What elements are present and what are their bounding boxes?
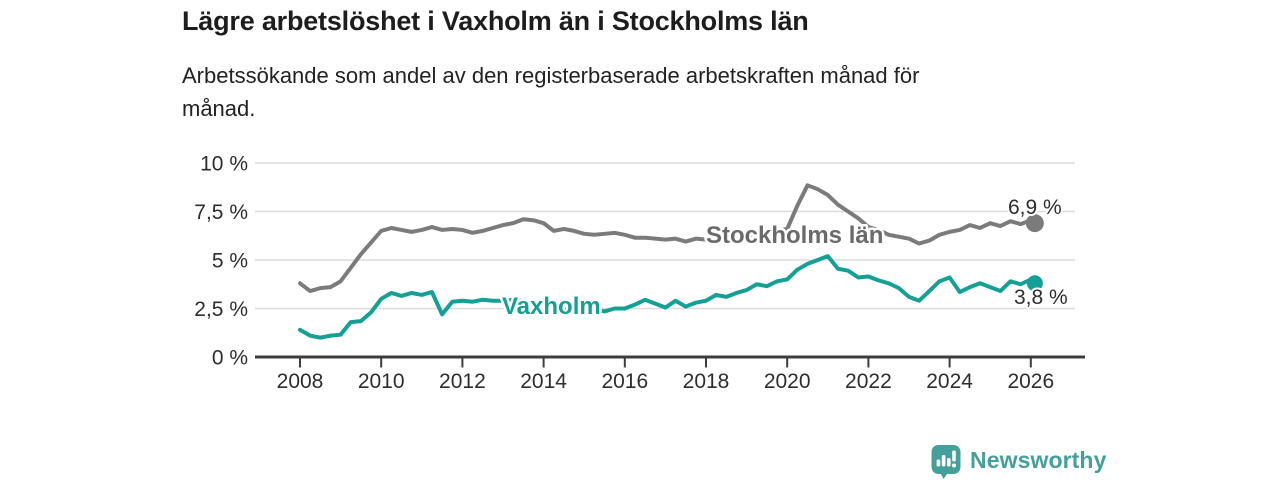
series-end-value-label: 3,8 %: [1014, 286, 1068, 309]
series-line-vaxholm: [298, 254, 1037, 340]
series-end-value-label: 6,9 %: [1008, 196, 1062, 219]
x-axis-tick-label: 2010: [358, 370, 405, 393]
y-axis-tick-label: 5 %: [212, 250, 248, 273]
x-axis-tick-label: 2008: [277, 370, 324, 393]
x-axis-tick-label: 2024: [926, 370, 973, 393]
newsworthy-brand-name: Newsworthy: [970, 446, 1107, 473]
x-axis-tick-label: 2018: [683, 370, 730, 393]
y-axis-tick-label: 10 %: [200, 153, 248, 176]
y-axis-tick-label: 2,5 %: [194, 298, 248, 321]
x-axis-tick-label: 2022: [845, 370, 892, 393]
newsworthy-brand: Newsworthy: [931, 444, 1106, 480]
series-line-stockholms-l-n: [298, 183, 1037, 294]
chart-subtitle: Arbetssökande som andel av den registerb…: [182, 63, 920, 121]
newsworthy-logo-icon: [931, 445, 961, 479]
series-end-dot: [1025, 214, 1044, 233]
y-axis-tick-label: 7,5 %: [194, 201, 248, 224]
series-label: Stockholms län: [706, 222, 883, 249]
x-axis-tick-label: 2012: [439, 370, 486, 393]
y-axis-tick-label: 0 %: [212, 347, 248, 370]
series-label: Vaxholm: [502, 293, 601, 320]
x-axis-tick-label: 2016: [601, 370, 648, 393]
series-end-dot: [1026, 275, 1043, 292]
chart-title: Lägre arbetslöshet i Vaxholm än i Stockh…: [182, 6, 809, 36]
x-axis-tick-label: 2026: [1007, 370, 1054, 393]
x-axis-tick-label: 2014: [520, 370, 567, 393]
x-axis-tick-label: 2020: [764, 370, 811, 393]
